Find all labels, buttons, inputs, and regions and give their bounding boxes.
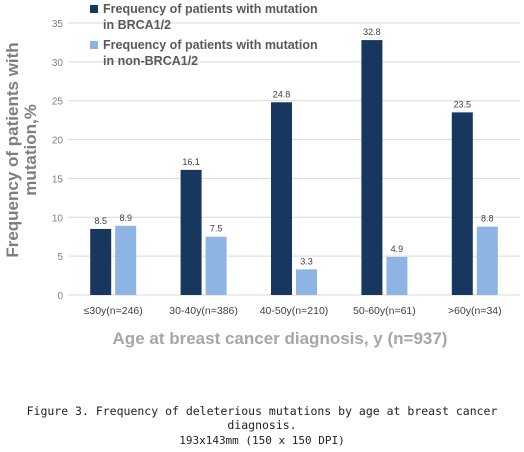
x-tick-label: 30-40y(n=386) <box>169 305 238 317</box>
figure-caption: Figure 3. Frequency of deleterious mutat… <box>26 404 498 432</box>
data-label: 23.5 <box>454 99 472 109</box>
bar <box>386 256 408 295</box>
data-label: 8.5 <box>94 216 107 226</box>
data-label: 24.8 <box>273 89 291 99</box>
x-axis: ≤30y(n=246) 30-40y(n=386) 40-50y(n=210) 50-… <box>84 305 502 317</box>
data-label: 3.3 <box>300 256 313 266</box>
y-axis-label-line: Frequency of patients with <box>3 42 22 257</box>
bar <box>361 40 383 296</box>
data-label: 7.5 <box>210 224 223 234</box>
y-tick-label: 10 <box>52 213 64 224</box>
y-tick-label: 20 <box>52 136 64 147</box>
y-tick-label: 35 <box>52 19 64 30</box>
data-label: 8.9 <box>119 213 132 223</box>
y-axis-label-line: mutation,% <box>21 104 40 196</box>
x-tick-label: 50-60y(n=61) <box>353 305 416 317</box>
legend-label: in non-BRCA1/2 <box>103 54 198 68</box>
bar <box>205 236 227 295</box>
x-tick-label: 40-50y(n=210) <box>260 305 329 317</box>
bar <box>451 112 473 295</box>
legend-label: in BRCA1/2 <box>103 18 171 32</box>
y-tick-label: 5 <box>57 252 63 263</box>
bar <box>115 225 137 295</box>
data-label: 16.1 <box>182 157 200 167</box>
legend-label: Frequency of patients with mutation <box>103 38 318 52</box>
bar <box>180 169 202 295</box>
y-axis-label: Frequency of patients withmutation,% <box>3 42 40 257</box>
bars <box>90 40 498 296</box>
bar <box>476 226 498 295</box>
data-label: 32.8 <box>363 27 381 37</box>
bar <box>296 269 317 295</box>
legend: Frequency of patients with mutation in BR… <box>90 2 318 68</box>
grid-lines <box>68 22 520 296</box>
figure-dimensions: 193x143mm (150 x 150 DPI) <box>179 434 345 447</box>
x-axis-label: Age at breast cancer diagnosis, y (n=937… <box>113 329 448 348</box>
bar <box>90 228 112 295</box>
bar <box>271 102 292 295</box>
y-tick-label: 15 <box>52 174 64 185</box>
legend-swatch <box>90 5 98 13</box>
y-tick-label: 30 <box>52 58 64 69</box>
x-tick-label: >60y(n=34) <box>448 305 502 317</box>
data-labels: 8.5 8.9 16.1 7.5 24.8 3.3 32.8 4.9 23.5 8.8 <box>94 27 493 266</box>
data-label: 8.8 <box>481 214 494 224</box>
y-axis: 0 5 10 15 20 25 30 35 <box>52 19 64 302</box>
y-tick-label: 25 <box>52 97 64 108</box>
x-tick-label: ≤30y(n=246) <box>84 305 143 317</box>
legend-label: Frequency of patients with mutation <box>103 2 318 16</box>
y-tick-label: 0 <box>57 291 63 302</box>
bar-chart: 0 5 10 15 20 25 30 35 8.5 8.9 16.1 7.5 24.8 3.3 32.8 4… <box>3 2 520 348</box>
legend-swatch <box>90 41 98 49</box>
data-label: 4.9 <box>391 244 404 254</box>
